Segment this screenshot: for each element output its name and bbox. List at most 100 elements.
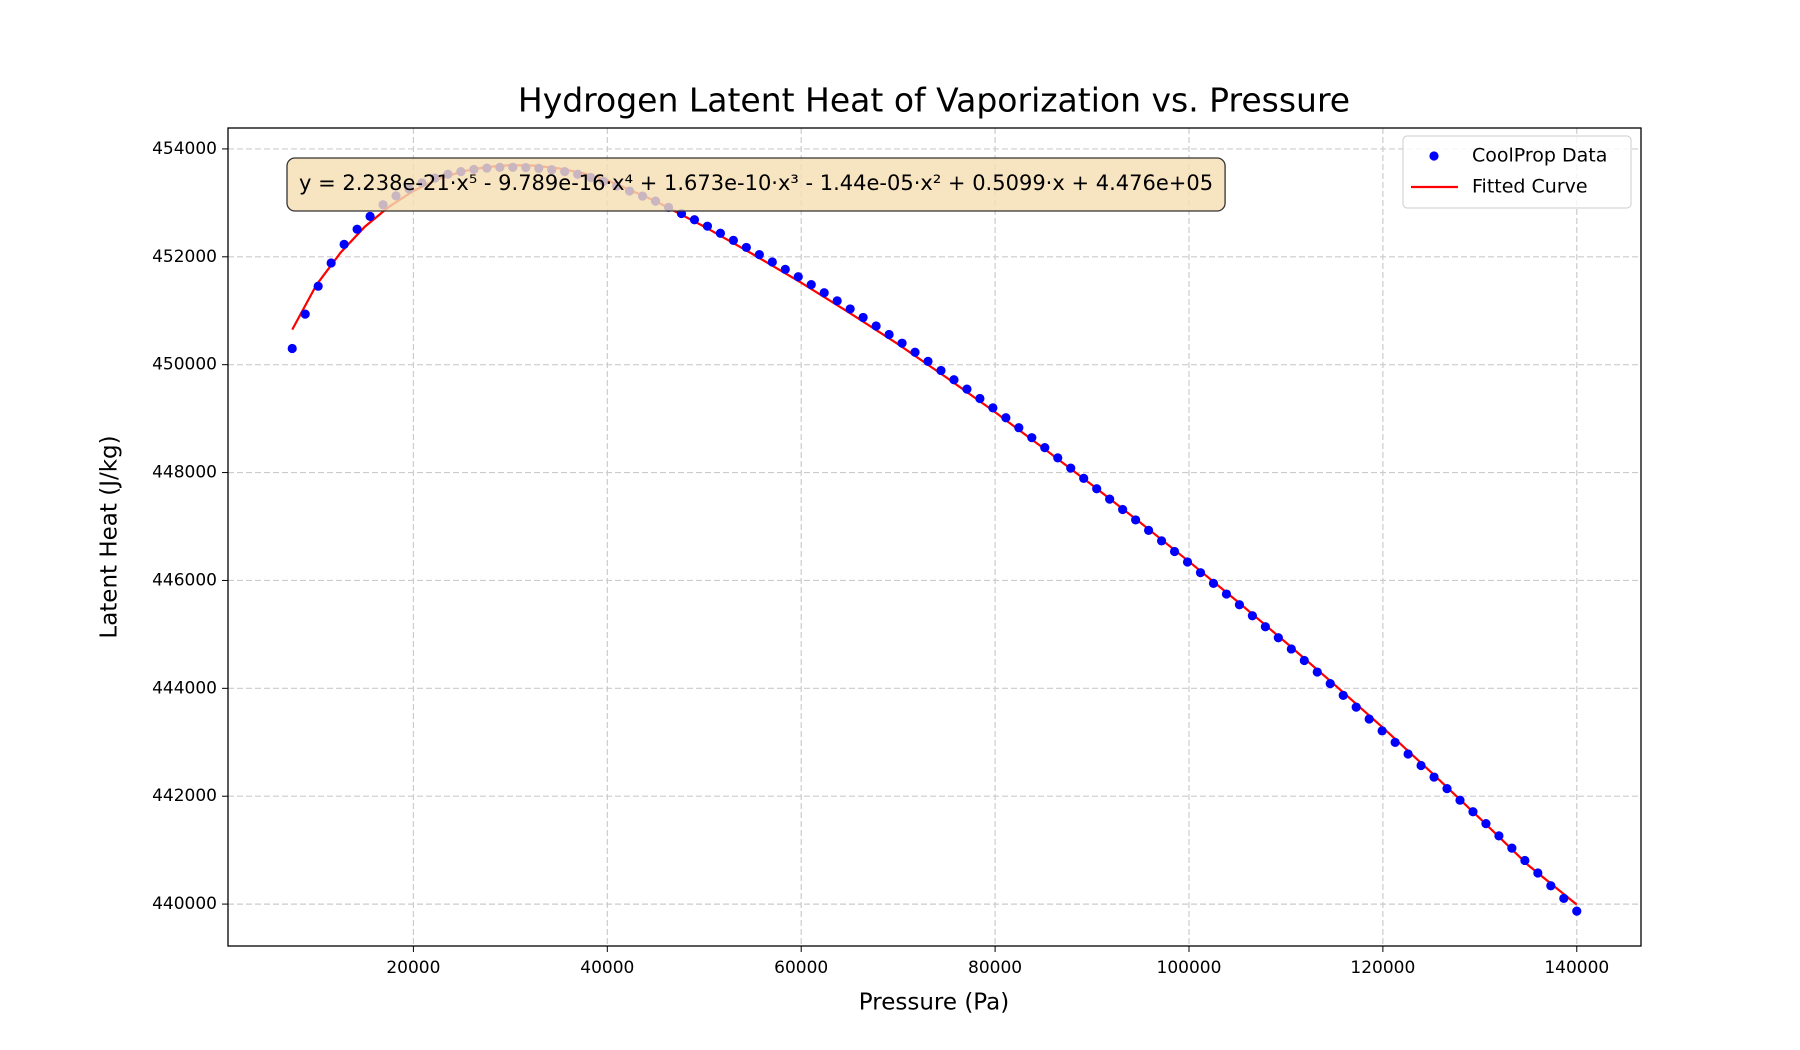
x-tick-label: 40000 — [580, 958, 634, 978]
data-point — [1105, 494, 1115, 504]
data-point — [1118, 504, 1128, 515]
data-point — [1481, 819, 1491, 829]
data-point — [1559, 893, 1569, 904]
data-point — [1572, 906, 1582, 916]
data-point — [1169, 546, 1180, 557]
data-point — [1494, 831, 1504, 841]
data-point — [1079, 473, 1089, 483]
data-point — [910, 347, 920, 357]
data-point — [352, 224, 362, 234]
data-point — [1429, 772, 1439, 782]
x-tick-label: 80000 — [968, 958, 1022, 978]
data-point — [988, 403, 998, 413]
x-tick-label: 140000 — [1544, 958, 1609, 978]
y-tick-label: 450000 — [152, 355, 217, 375]
x-tick-label: 120000 — [1350, 958, 1415, 978]
data-point — [1286, 644, 1296, 654]
data-point — [1299, 655, 1309, 666]
data-point — [1338, 690, 1348, 700]
data-point — [1520, 855, 1530, 866]
data-point — [1001, 413, 1011, 423]
data-point — [1053, 453, 1063, 463]
data-point — [780, 264, 790, 274]
data-point — [1416, 760, 1426, 771]
data-point — [845, 304, 855, 314]
data-point — [702, 221, 713, 231]
data-point — [1390, 737, 1400, 748]
plot-frame — [227, 127, 1642, 947]
data-point — [1040, 443, 1050, 453]
data-point — [897, 338, 907, 348]
data-point — [728, 235, 738, 245]
data-point — [1403, 749, 1413, 759]
data-point — [793, 272, 803, 282]
data-point — [326, 258, 336, 268]
data-point — [300, 309, 310, 319]
data-point — [871, 321, 881, 331]
data-point — [1546, 881, 1556, 891]
data-point — [1455, 795, 1465, 805]
data-point — [1247, 611, 1257, 621]
data-point — [1156, 536, 1167, 546]
data-point — [1027, 433, 1037, 443]
y-tick-label: 446000 — [152, 570, 217, 590]
data-point — [689, 215, 700, 225]
x-tick-label: 20000 — [386, 958, 440, 978]
data-point — [806, 280, 816, 290]
data-point — [1260, 622, 1270, 632]
annotation-text: y = 2.238e-21·x⁵ - 9.789e-16·x⁴ + 1.673e… — [299, 171, 1213, 195]
legend-box — [1402, 135, 1632, 209]
data-point — [1468, 807, 1478, 817]
y-tick-label: 442000 — [152, 786, 217, 806]
data-point — [1351, 702, 1361, 712]
data-point — [1312, 667, 1322, 677]
data-point — [1221, 589, 1232, 599]
data-point — [1442, 784, 1452, 794]
data-point — [287, 343, 297, 354]
y-tick-label: 454000 — [152, 139, 217, 159]
annotation-box — [286, 157, 1226, 212]
data-point — [1533, 868, 1543, 878]
data-point — [1364, 714, 1374, 724]
data-point — [923, 356, 933, 366]
legend-label: CoolProp Data — [1472, 145, 1607, 167]
data-point — [1092, 484, 1102, 494]
data-point — [858, 312, 868, 323]
data-point — [1377, 726, 1387, 736]
data-point — [975, 393, 985, 404]
y-tick-label: 440000 — [152, 894, 217, 914]
x-tick-label: 100000 — [1157, 958, 1222, 978]
annotation: y = 2.238e-21·x⁵ - 9.789e-16·x⁴ + 1.673e… — [286, 157, 1226, 212]
legend-label: Fitted Curve — [1472, 176, 1588, 198]
fit-line — [291, 164, 1578, 906]
x-tick-label: 60000 — [774, 958, 828, 978]
legend: CoolProp Data Fitted Curve — [1402, 135, 1632, 209]
data-point — [767, 257, 777, 267]
data-point — [819, 288, 829, 298]
data-point — [962, 384, 972, 394]
data-point — [715, 228, 726, 238]
data-point — [1234, 600, 1245, 610]
data-point — [1507, 843, 1517, 853]
x-axis-label: Pressure (Pa) — [859, 990, 1009, 1016]
legend-swatch — [1429, 151, 1439, 161]
y-axis-label: Latent Heat (J/kg) — [97, 435, 123, 638]
data-point — [339, 239, 349, 249]
data-point — [1143, 525, 1154, 535]
data-point — [754, 250, 764, 260]
data-point — [832, 296, 842, 306]
data-point — [1325, 678, 1335, 689]
data-point — [365, 211, 375, 222]
chart-title: Hydrogen Latent Heat of Vaporization vs.… — [518, 81, 1350, 120]
data-point — [1066, 463, 1076, 473]
data-point — [1182, 557, 1193, 567]
data-point — [936, 365, 946, 376]
data-point — [949, 375, 959, 385]
data-point — [1131, 515, 1141, 525]
y-tick-label: 448000 — [152, 463, 217, 483]
data-point — [884, 329, 894, 340]
data-point — [313, 281, 323, 291]
data-point — [1195, 568, 1206, 578]
